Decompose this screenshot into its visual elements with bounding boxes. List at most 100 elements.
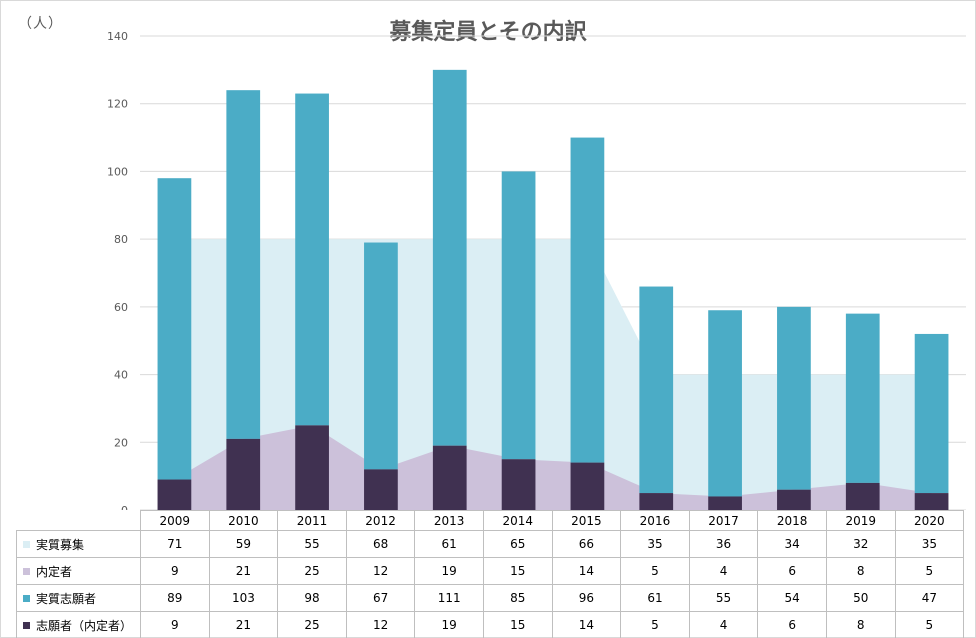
table-cell-value: 98 [277, 584, 347, 612]
table-cell-value: 35 [620, 530, 690, 558]
legend-label: 実質募集 [36, 537, 85, 552]
bar-shiganha-naitei [157, 479, 192, 510]
y-tick-label: 0 [121, 504, 128, 510]
legend-entry: 志願者（内定者） [16, 611, 141, 638]
table-cell-value: 111 [414, 584, 484, 612]
table-cell-value: 55 [277, 530, 347, 558]
table-cell-value: 8 [825, 557, 896, 585]
bar-shiganha-naitei [570, 462, 605, 510]
table-cell-value: 21 [208, 611, 279, 638]
x-category-label: 2012 [345, 510, 416, 531]
data-table: 2009 2010 2011 2012 2013 2014 2015 2016 2017 2018… [16, 510, 965, 638]
x-category-label: 2017 [688, 510, 759, 531]
bar-shiganha-naitei [364, 469, 398, 510]
bar-jisshitsu-shiganha [914, 333, 949, 494]
table-cell-value: 59 [208, 530, 279, 558]
table-cell-value: 12 [345, 557, 416, 585]
bar-jisshitsu-shiganha [432, 69, 467, 446]
table-cell-value: 9 [140, 557, 210, 585]
table-cell-value: 71 [140, 530, 210, 558]
table-cell-value: 89 [140, 584, 210, 612]
x-category-label: 2019 [825, 510, 896, 531]
table-cell-value: 19 [414, 557, 484, 585]
legend-swatch [23, 540, 30, 548]
bar-jisshitsu-shiganha [364, 242, 398, 470]
table-cell-value: 4 [688, 557, 759, 585]
y-tick-label: 140 [107, 30, 128, 43]
bar-jisshitsu-shiganha [157, 178, 192, 480]
bar-shiganha-naitei [777, 489, 811, 510]
table-cell-value: 35 [894, 530, 965, 558]
legend-swatch [23, 594, 30, 602]
table-cell-value: 66 [551, 530, 622, 558]
legend-label: 志願者（内定者） [36, 618, 133, 633]
bar-jisshitsu-shiganha [501, 171, 536, 460]
table-cell-value: 15 [482, 611, 553, 638]
bar-jisshitsu-shiganha [708, 310, 742, 497]
legend-entry: 実質志願者 [16, 584, 141, 612]
y-tick-label: 60 [114, 301, 128, 314]
y-tick-label: 100 [107, 165, 128, 178]
legend-label: 内定者 [36, 564, 73, 579]
table-cell-value: 68 [345, 530, 416, 558]
y-tick-label: 20 [114, 436, 128, 449]
bar-shiganha-naitei [845, 482, 880, 510]
legend-entry: 内定者 [16, 557, 141, 585]
table-cell-value: 50 [825, 584, 896, 612]
table-cell-value: 9 [140, 611, 210, 638]
y-tick-label: 80 [114, 233, 128, 246]
x-category-label: 2014 [482, 510, 553, 531]
legend-entry: 実質募集 [16, 530, 141, 558]
table-cell-value: 21 [208, 557, 279, 585]
bar-jisshitsu-shiganha [570, 137, 605, 463]
legend-label: 実質志願者 [36, 591, 97, 606]
table-cell-value: 85 [482, 584, 553, 612]
y-tick-label: 40 [114, 369, 128, 382]
bar-shiganha-naitei [295, 425, 329, 510]
bar-shiganha-naitei [501, 459, 536, 510]
x-category-label: 2009 [140, 510, 210, 531]
table-cell-value: 25 [277, 557, 347, 585]
area-series-jisshitsu-boshu [174, 239, 932, 510]
legend-swatch [23, 621, 30, 629]
table-cell-value: 6 [757, 611, 827, 638]
table-cell-value: 6 [757, 557, 827, 585]
table-cell-value: 4 [688, 611, 759, 638]
bar-shiganha-naitei [226, 438, 261, 510]
x-category-label: 2013 [414, 510, 484, 531]
table-corner [16, 510, 141, 531]
bar-shiganha-naitei [914, 493, 949, 510]
table-cell-value: 19 [414, 611, 484, 638]
x-category-label: 2010 [208, 510, 279, 531]
table-cell-value: 61 [414, 530, 484, 558]
table-row: 実質募集 71 59 55 68 61 65 66 35 36 34 32 35 [16, 530, 965, 558]
table-cell-value: 103 [208, 584, 279, 612]
table-cell-value: 47 [894, 584, 965, 612]
table-cell-value: 67 [345, 584, 416, 612]
table-cell-value: 32 [825, 530, 896, 558]
table-cell-value: 14 [551, 611, 622, 638]
x-category-label: 2011 [277, 510, 347, 531]
table-row: 実質志願者 89 103 98 67 111 85 96 61 55 54 50 47 [16, 584, 965, 612]
y-unit-label: （人） [18, 16, 63, 32]
table-cell-value: 55 [688, 584, 759, 612]
plot-area: 0 20 40 60 80 100 120 140 [107, 30, 966, 510]
table-cell-value: 5 [894, 611, 965, 638]
x-category-label: 2020 [894, 510, 965, 531]
bar-jisshitsu-shiganha [639, 286, 674, 494]
table-cell-value: 61 [620, 584, 690, 612]
table-cell-value: 12 [345, 611, 416, 638]
table-cell-value: 65 [482, 530, 553, 558]
bar-shiganha-naitei [639, 493, 674, 510]
y-tick-label: 120 [107, 98, 128, 111]
table-cell-value: 25 [277, 611, 347, 638]
area-series-naiteisha [174, 425, 932, 510]
table-cell-value: 54 [757, 584, 827, 612]
table-cell-value: 36 [688, 530, 759, 558]
bar-jisshitsu-shiganha [845, 313, 880, 483]
bar-jisshitsu-shiganha [777, 306, 811, 490]
table-row: 内定者 9 21 25 12 19 15 14 5 4 6 8 5 [16, 557, 965, 585]
bar-shiganha-naitei [708, 496, 742, 510]
bar-jisshitsu-shiganha [226, 90, 261, 439]
table-cell-value: 15 [482, 557, 553, 585]
